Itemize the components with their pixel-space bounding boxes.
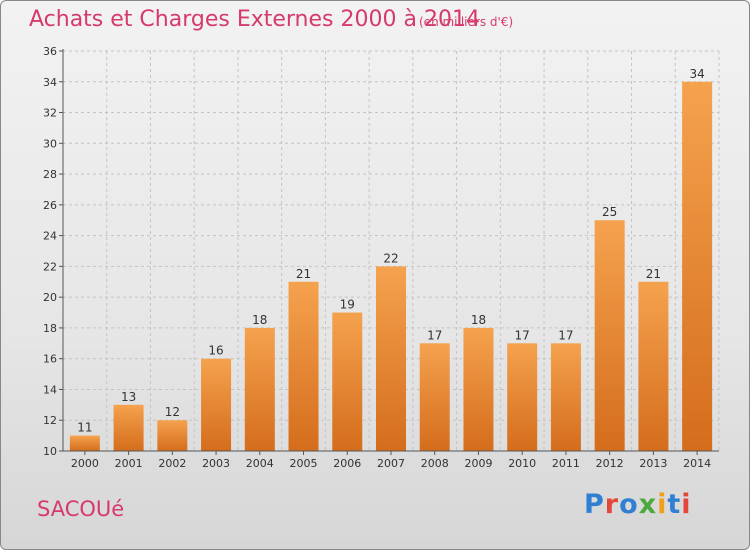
- y-tick-label: 24: [43, 230, 57, 243]
- bar: [507, 343, 538, 451]
- bar-value-label: 13: [121, 390, 136, 404]
- bar-value-label: 25: [602, 205, 617, 219]
- x-tick-label: 2011: [552, 457, 580, 470]
- bar: [332, 312, 363, 451]
- x-tick-label: 2006: [333, 457, 361, 470]
- y-tick-label: 36: [43, 45, 57, 58]
- x-tick-label: 2001: [115, 457, 143, 470]
- bar-value-label: 21: [296, 267, 311, 281]
- x-tick-label: 2013: [639, 457, 667, 470]
- y-tick-label: 12: [43, 414, 57, 427]
- x-tick-label: 2004: [246, 457, 274, 470]
- x-tick-label: 2014: [683, 457, 711, 470]
- y-tick-label: 26: [43, 199, 57, 212]
- bar: [288, 281, 319, 451]
- bar: [69, 435, 100, 451]
- x-tick-label: 2007: [377, 457, 405, 470]
- bar: [638, 281, 669, 451]
- chart-title: Achats et Charges Externes 2000 à 2014: [29, 7, 480, 32]
- bar: [244, 327, 275, 451]
- y-tick-label: 28: [43, 168, 57, 181]
- y-tick-label: 34: [43, 76, 57, 89]
- bar-value-label: 19: [340, 298, 355, 312]
- bars: 11 13 12 16 18 21 19 22 17 18 17 17 25 21 34: [69, 67, 713, 452]
- x-tick-label: 2008: [421, 457, 449, 470]
- bar-value-label: 22: [383, 251, 398, 265]
- y-tick-label: 22: [43, 260, 57, 273]
- bar: [113, 404, 144, 451]
- bar-value-label: 11: [77, 421, 92, 435]
- bar: [157, 420, 188, 451]
- bar-value-label: 16: [208, 344, 223, 358]
- bar-value-label: 12: [165, 405, 180, 419]
- x-tick-label: 2005: [290, 457, 318, 470]
- y-tick-label: 20: [43, 291, 57, 304]
- y-tick-label: 16: [43, 353, 57, 366]
- x-tick-label: 2002: [158, 457, 186, 470]
- bar-value-label: 17: [558, 328, 573, 342]
- bar: [682, 81, 713, 452]
- x-tick-label: 2003: [202, 457, 230, 470]
- bar-value-label: 17: [427, 328, 442, 342]
- y-tick-label: 30: [43, 137, 57, 150]
- bar-value-label: 18: [471, 313, 486, 327]
- commune-name: SACOUé: [37, 497, 125, 521]
- y-tick-label: 10: [43, 445, 57, 458]
- proxiti-logo: Proxiti: [584, 489, 692, 520]
- bar-value-label: 21: [646, 267, 661, 281]
- bar-value-label: 34: [689, 67, 704, 81]
- bar: [594, 220, 625, 451]
- x-tick-label: 2012: [596, 457, 624, 470]
- bar: [463, 327, 494, 451]
- x-tick-label: 2010: [508, 457, 536, 470]
- bar: [550, 343, 581, 451]
- y-tick-label: 14: [43, 383, 57, 396]
- y-tick-label: 18: [43, 322, 57, 335]
- bar: [201, 358, 232, 451]
- bar-value-label: 18: [252, 313, 267, 327]
- bar: [376, 266, 406, 451]
- bar: [419, 343, 450, 451]
- x-tick-label: 2009: [464, 457, 492, 470]
- chart-unit: (en milliers d'€): [419, 15, 514, 29]
- axes: 10 12 14 16 18 20 22 24 26 28 30 32 34 36 2000 2001 2002…: [43, 45, 719, 470]
- bar-value-label: 17: [515, 328, 530, 342]
- y-tick-label: 32: [43, 107, 57, 120]
- x-tick-label: 2000: [71, 457, 99, 470]
